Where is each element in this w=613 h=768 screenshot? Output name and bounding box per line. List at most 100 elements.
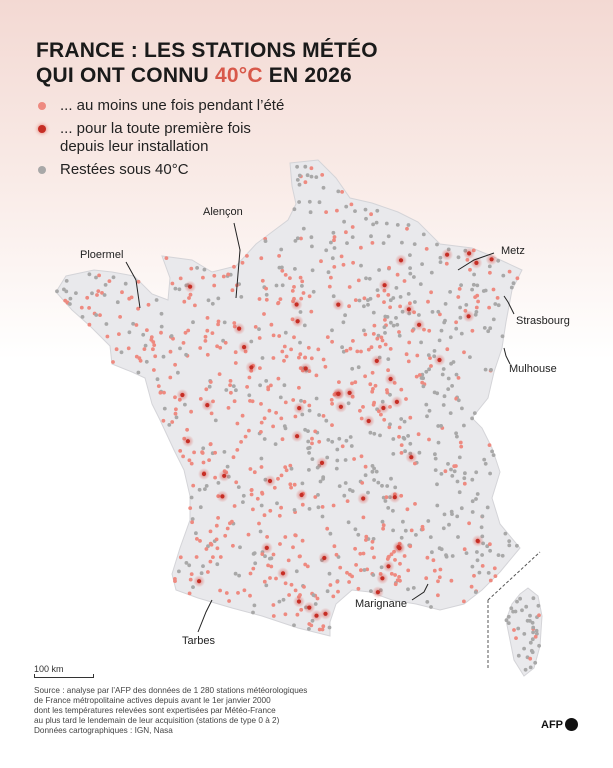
station-dot	[350, 381, 354, 386]
station-dot	[353, 527, 358, 532]
station-dot	[356, 586, 361, 591]
station-dot	[257, 521, 261, 526]
station-dot	[488, 578, 493, 583]
station-dot	[210, 331, 215, 335]
station-dot	[152, 368, 156, 372]
first-time-station-dot	[307, 605, 312, 610]
station-dot	[299, 398, 303, 403]
station-dot	[393, 485, 398, 490]
station-dot	[183, 402, 187, 407]
station-dot	[326, 438, 331, 442]
station-dot	[382, 300, 386, 304]
station-dot	[391, 528, 395, 533]
station-dot	[462, 599, 466, 604]
station-dot	[173, 395, 177, 400]
station-dot	[487, 305, 491, 310]
first-time-station-dot	[322, 555, 327, 561]
station-dot	[444, 261, 449, 266]
station-dot	[295, 164, 299, 169]
station-dot	[178, 449, 183, 453]
station-dot	[405, 226, 409, 231]
station-dot	[278, 297, 283, 301]
station-dot	[191, 320, 195, 325]
station-dot	[363, 374, 367, 379]
station-dot	[95, 293, 99, 297]
station-dot	[115, 300, 120, 305]
station-dot	[190, 520, 195, 525]
station-dot	[136, 370, 141, 375]
station-dot	[276, 300, 281, 305]
station-dot	[269, 564, 274, 569]
station-dot	[459, 506, 464, 511]
station-dot	[290, 289, 295, 293]
station-dot	[189, 572, 194, 576]
station-dot	[325, 589, 330, 594]
station-dot	[371, 537, 376, 541]
station-dot	[507, 269, 512, 274]
station-dot	[344, 438, 349, 443]
station-dot	[258, 529, 263, 534]
station-dot	[347, 304, 351, 309]
station-dot	[447, 522, 451, 527]
station-dot	[454, 320, 458, 325]
station-dot	[454, 464, 458, 468]
station-dot	[464, 551, 469, 555]
station-dot	[343, 458, 348, 462]
station-dot	[455, 479, 460, 484]
station-dot	[325, 455, 330, 460]
station-dot	[283, 581, 288, 586]
station-dot	[350, 235, 355, 240]
station-dot	[183, 330, 188, 335]
station-dot	[342, 493, 347, 498]
station-dot	[393, 573, 397, 577]
station-dot	[432, 568, 437, 573]
station-dot	[215, 562, 220, 567]
station-dot	[475, 558, 480, 563]
station-dot	[281, 597, 286, 602]
station-dot	[395, 578, 400, 583]
leader-line-metz	[457, 252, 495, 271]
station-dot	[68, 296, 73, 301]
mainland-france-shape	[55, 159, 523, 637]
station-dot	[468, 355, 472, 359]
station-dot	[266, 387, 271, 392]
station-dot	[386, 357, 391, 361]
station-dot	[379, 335, 384, 340]
station-dot	[307, 507, 312, 511]
station-dot	[252, 551, 257, 555]
station-dot	[420, 380, 425, 385]
station-dot	[307, 408, 312, 413]
station-dot	[384, 495, 389, 500]
station-dot	[293, 239, 298, 243]
station-dot	[134, 323, 139, 327]
station-dot	[386, 293, 391, 297]
station-dot	[161, 418, 166, 423]
station-dot	[528, 640, 533, 645]
station-dot	[141, 332, 146, 337]
station-dot	[370, 546, 375, 550]
station-dot	[335, 579, 340, 584]
station-dot	[213, 475, 218, 480]
station-dot	[289, 466, 294, 471]
station-dot	[291, 398, 296, 402]
station-dot	[229, 390, 233, 395]
first-time-station-dot	[437, 357, 442, 363]
station-dot	[469, 584, 474, 589]
station-dot	[488, 471, 492, 476]
first-time-station-dot	[474, 260, 479, 265]
station-dot	[90, 291, 94, 296]
station-dot	[173, 577, 177, 581]
station-dot	[403, 449, 407, 454]
legend-item-first-time: ... pour la toute première fois depuis l…	[38, 120, 284, 156]
station-dot	[310, 268, 315, 273]
station-dot	[191, 585, 195, 589]
station-dot	[211, 555, 215, 559]
station-dot	[162, 406, 167, 411]
station-dot	[280, 283, 285, 288]
station-dot	[362, 568, 367, 572]
station-dot	[315, 596, 320, 601]
station-dot	[314, 396, 319, 401]
station-dot	[444, 554, 449, 559]
station-dot	[368, 382, 373, 387]
station-dot	[427, 408, 432, 413]
